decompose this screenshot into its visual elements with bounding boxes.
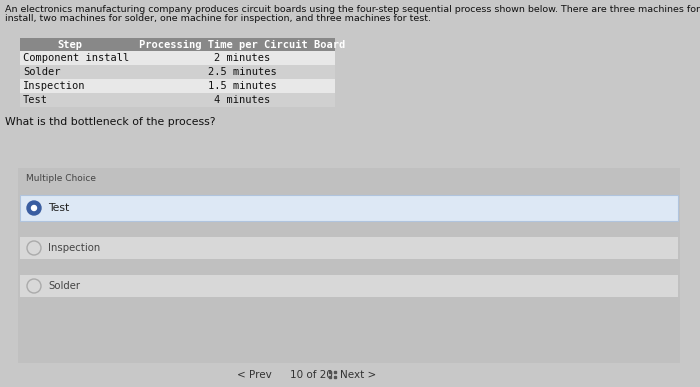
Text: install, two machines for solder, one machine for inspection, and three machines: install, two machines for solder, one ma…: [5, 14, 431, 23]
FancyBboxPatch shape: [20, 38, 335, 51]
Text: Component install: Component install: [23, 53, 130, 63]
Text: Inspection: Inspection: [23, 81, 85, 91]
Text: 2 minutes: 2 minutes: [214, 53, 271, 63]
Circle shape: [32, 205, 36, 211]
FancyBboxPatch shape: [20, 65, 335, 79]
Text: 10 of 20: 10 of 20: [290, 370, 333, 380]
Text: An electronics manufacturing company produces circuit boards using the four-step: An electronics manufacturing company pro…: [5, 5, 700, 14]
FancyBboxPatch shape: [20, 93, 335, 107]
Text: 4 minutes: 4 minutes: [214, 95, 271, 105]
Text: Test: Test: [23, 95, 48, 105]
Text: Step: Step: [57, 39, 82, 50]
FancyBboxPatch shape: [20, 79, 335, 93]
FancyBboxPatch shape: [20, 275, 678, 297]
Text: Processing Time per Circuit Board: Processing Time per Circuit Board: [139, 39, 346, 50]
Text: What is thd bottleneck of the process?: What is thd bottleneck of the process?: [5, 117, 216, 127]
Text: < Prev: < Prev: [237, 370, 272, 380]
FancyBboxPatch shape: [20, 237, 678, 259]
FancyBboxPatch shape: [20, 195, 678, 221]
Text: Multiple Choice: Multiple Choice: [26, 174, 96, 183]
FancyBboxPatch shape: [20, 51, 335, 65]
Text: 1.5 minutes: 1.5 minutes: [208, 81, 277, 91]
Text: Next >: Next >: [340, 370, 377, 380]
FancyBboxPatch shape: [18, 168, 680, 363]
Text: Solder: Solder: [23, 67, 60, 77]
Text: Solder: Solder: [48, 281, 80, 291]
Text: Inspection: Inspection: [48, 243, 100, 253]
Circle shape: [27, 201, 41, 215]
Text: Test: Test: [48, 203, 69, 213]
Text: 2.5 minutes: 2.5 minutes: [208, 67, 277, 77]
